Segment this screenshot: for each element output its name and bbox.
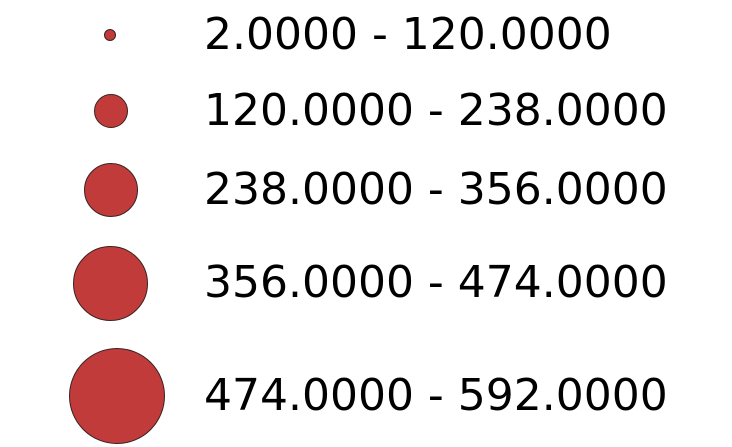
circle-symbol-icon <box>73 246 148 321</box>
circle-symbol-icon <box>84 163 138 217</box>
legend-item-label: 2.0000 - 120.0000 <box>204 9 612 60</box>
legend-item-label: 356.0000 - 474.0000 <box>204 257 668 308</box>
legend-item-label: 238.0000 - 356.0000 <box>204 164 668 215</box>
legend-item-label: 474.0000 - 592.0000 <box>204 370 668 421</box>
circle-symbol-icon <box>104 29 116 41</box>
legend-item-label: 120.0000 - 238.0000 <box>204 85 668 136</box>
circle-symbol-icon <box>94 94 128 128</box>
circle-symbol-icon <box>69 348 165 444</box>
